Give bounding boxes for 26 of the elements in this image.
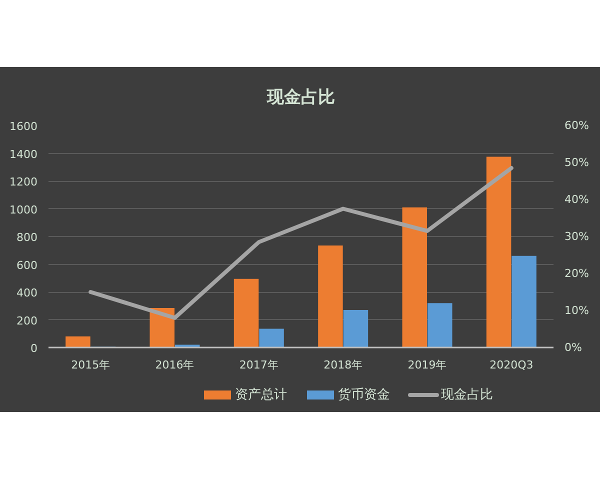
y2-tick-label: 0% <box>564 341 582 354</box>
y-tick-label: 1600 <box>10 120 38 133</box>
y2-tick-label: 20% <box>564 267 589 280</box>
y2-tick-label: 60% <box>564 119 589 132</box>
legend-label: 现金占比 <box>441 388 493 402</box>
x-tick-label: 2017年 <box>239 358 278 372</box>
y-tick-label: 0 <box>30 342 38 355</box>
y2-tick-label: 40% <box>564 193 589 206</box>
y-tick-label: 600 <box>16 258 38 272</box>
y2-tick-label: 10% <box>564 304 589 317</box>
legend-label: 资产总计 <box>235 388 287 402</box>
x-tick-label: 2020Q3 <box>490 358 534 372</box>
y2-tick-label: 30% <box>564 230 589 243</box>
x-tick-label: 2016年 <box>155 358 194 372</box>
x-tick-label: 2018年 <box>324 358 363 372</box>
chart-title: 现金占比 <box>266 88 335 108</box>
y-tick-label: 1000 <box>10 203 38 216</box>
legend-label: 货币资金 <box>338 388 390 402</box>
y-tick-label: 800 <box>16 231 38 244</box>
x-tick-label: 2015年 <box>71 358 110 372</box>
y-tick-label: 1400 <box>10 148 38 161</box>
y2-tick-label: 50% <box>564 156 589 169</box>
y-tick-label: 400 <box>16 286 38 300</box>
y-tick-label: 1200 <box>10 176 38 188</box>
x-tick-label: 2019年 <box>408 358 447 372</box>
y-tick-label: 200 <box>16 314 38 328</box>
